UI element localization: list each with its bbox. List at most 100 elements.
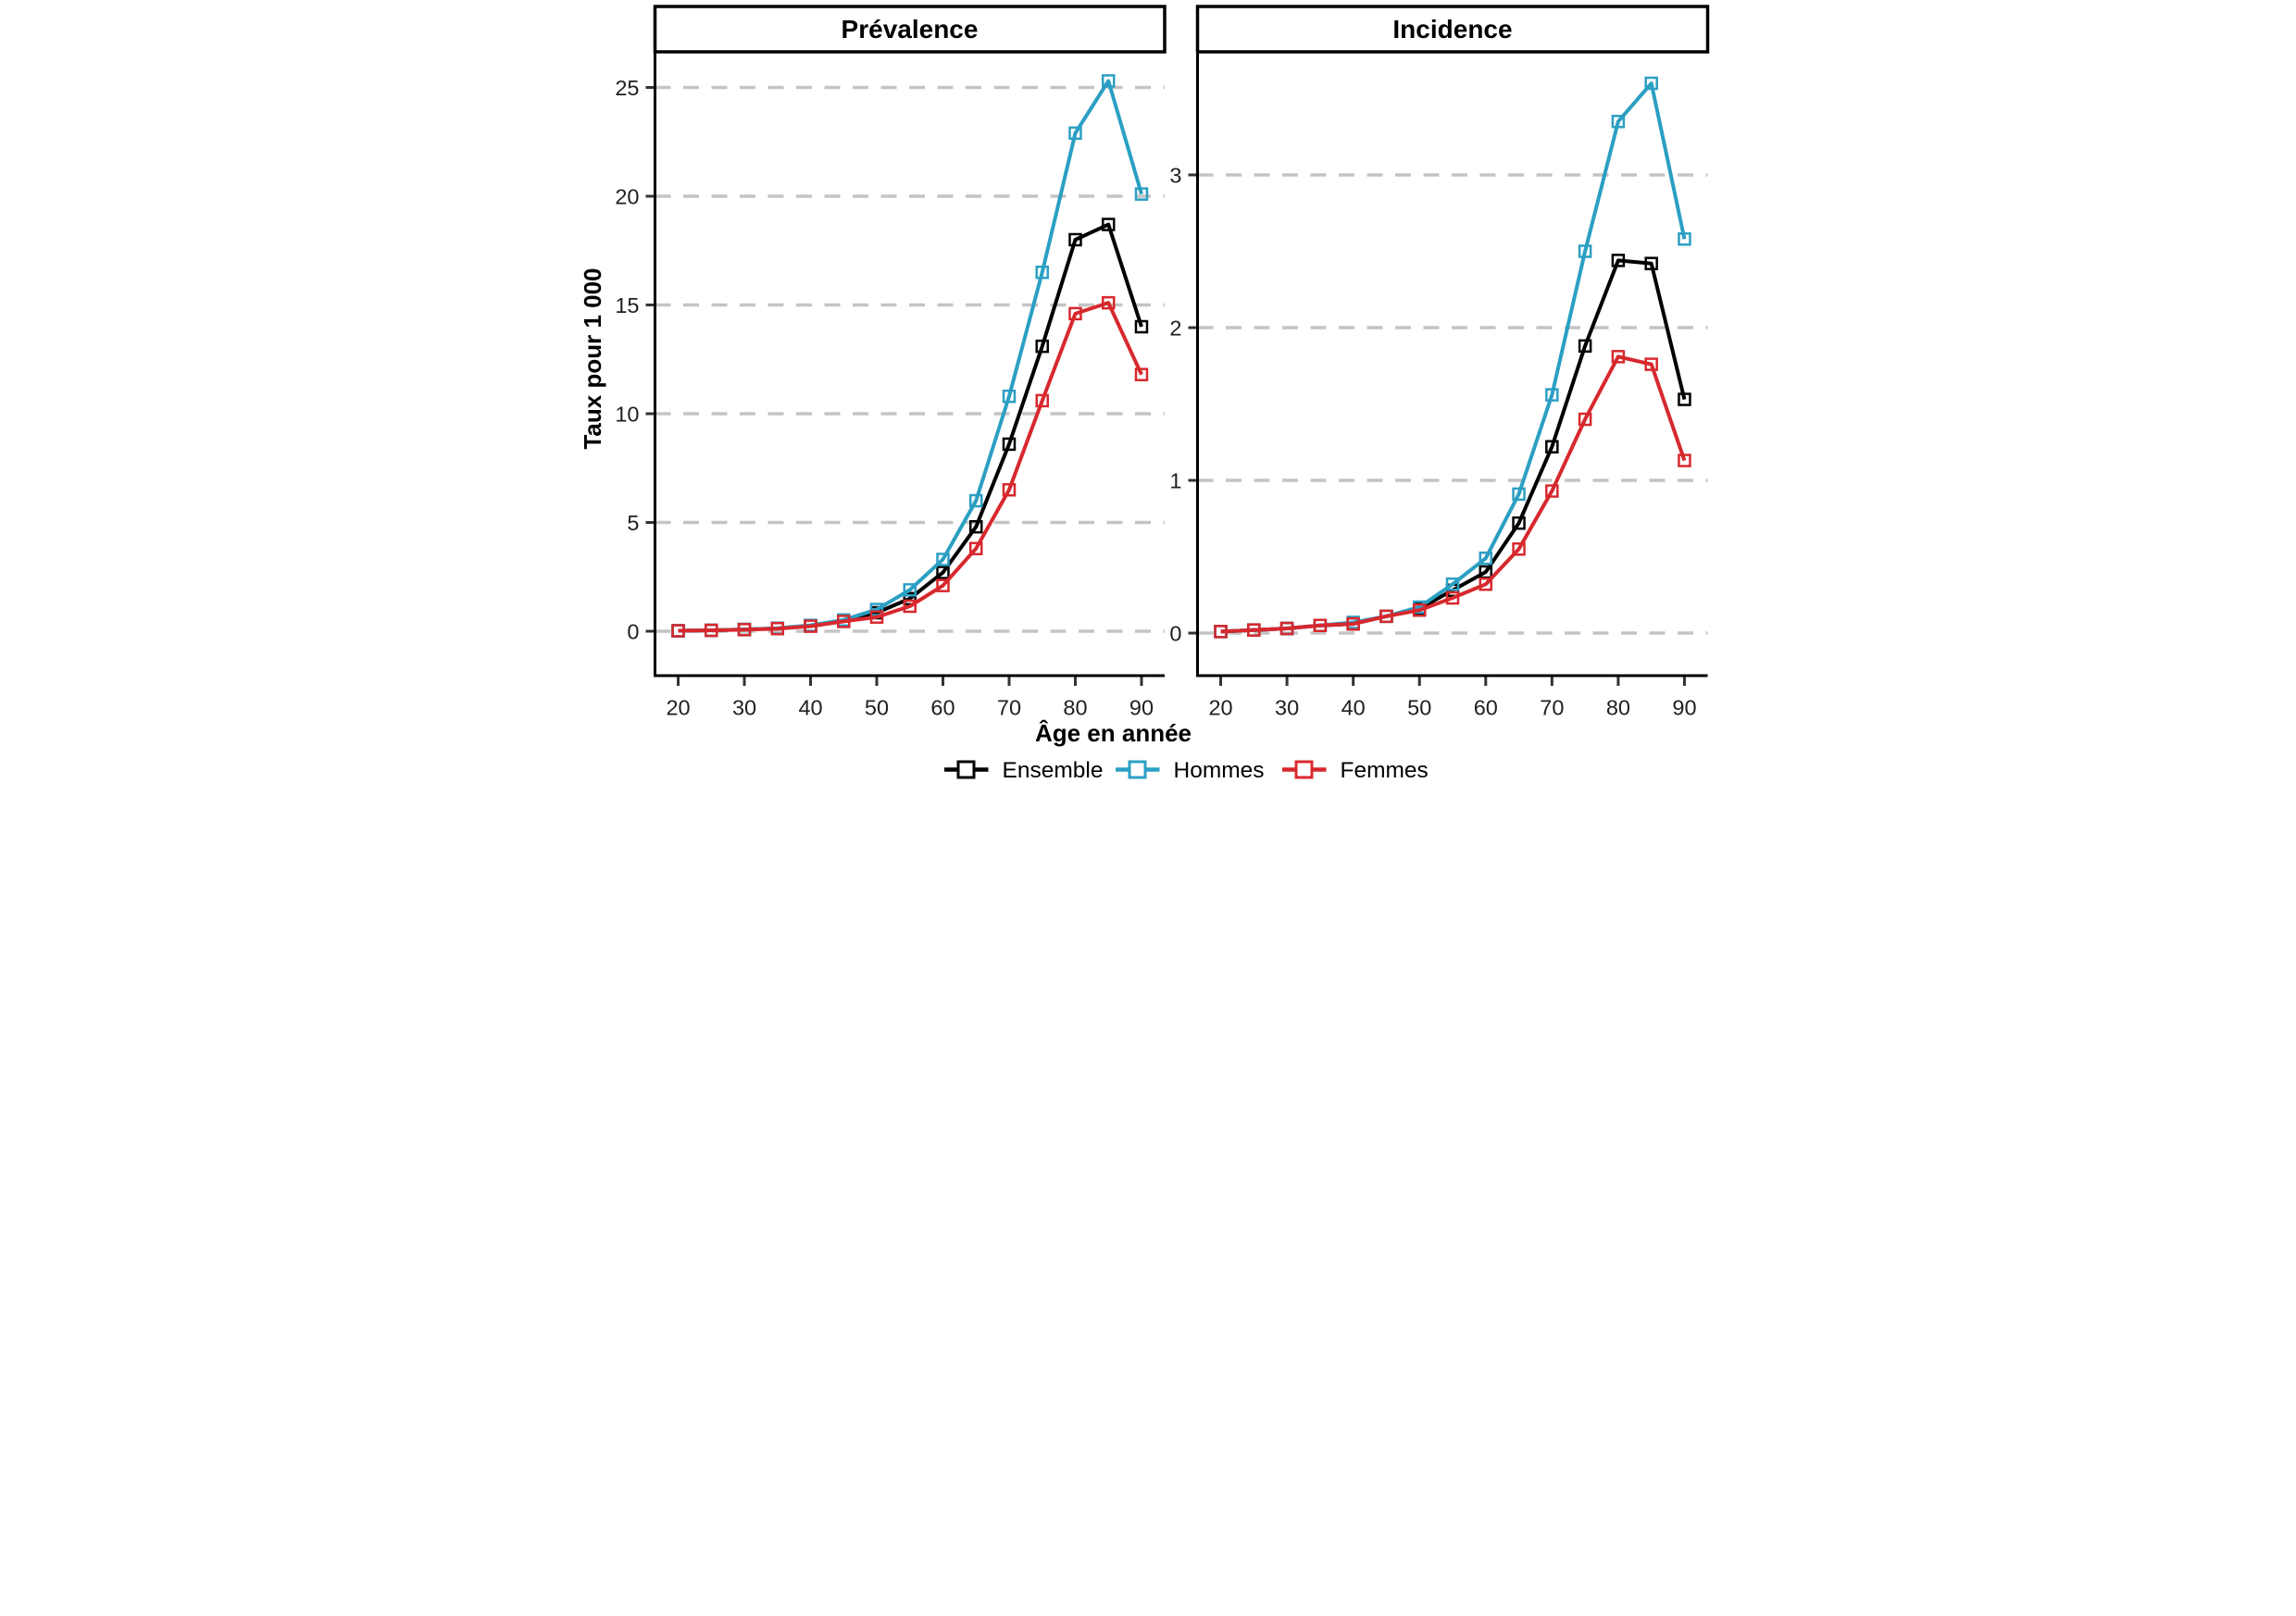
series-femmes-marker: [936, 578, 950, 592]
x-tick-label: 50: [1407, 696, 1431, 720]
series-ensemble-marker: [1644, 256, 1658, 270]
legend-label-hommes: Hommes: [1174, 758, 1265, 783]
y-tick-label: 15: [615, 293, 639, 317]
y-axis-title: Taux pour 1 000: [579, 267, 606, 449]
series-femmes-marker: [1445, 590, 1460, 605]
legend-item-hommes: Hommes: [1116, 758, 1265, 783]
x-tick-label: 80: [1606, 696, 1630, 720]
legend-label-ensemble: Ensemble: [1003, 758, 1104, 783]
series-femmes-marker: [1578, 412, 1592, 427]
legend-marker-femmes: [1294, 760, 1314, 779]
series-femmes-marker: [1644, 357, 1658, 371]
series-femmes-marker: [837, 615, 851, 628]
series-ensemble-marker: [1545, 440, 1559, 454]
series-femmes-marker: [1002, 483, 1017, 497]
legend-item-ensemble: Ensemble: [944, 758, 1103, 783]
series-hommes: [671, 74, 1149, 638]
series-hommes-marker: [1101, 74, 1116, 88]
y-tick-label: 0: [1169, 622, 1181, 646]
series-femmes-marker: [1068, 306, 1082, 321]
legend: Ensemble Hommes Femmes: [944, 758, 1429, 783]
series-femmes: [1214, 350, 1691, 639]
series-femmes-marker: [869, 610, 884, 624]
legend-label-femmes: Femmes: [1341, 758, 1429, 783]
series-hommes-marker: [1479, 551, 1493, 566]
y-tick-label: 25: [615, 76, 639, 100]
strip-box-incidence: [1195, 5, 1710, 54]
y-tick-label: 10: [615, 403, 639, 427]
panels: 0 5 10 15 20 25 20 30 40 50 60 70 80 90 0 1 2 3 20 30 40 50 60…: [615, 52, 1708, 720]
x-axis-incidence: 20 30 40 50 60 70 80 90: [1208, 676, 1697, 720]
y-tick-label: 2: [1169, 317, 1181, 341]
series-ensemble-line: [1220, 258, 1687, 634]
series-hommes-marker: [1678, 232, 1691, 246]
y-tick-label: 0: [627, 620, 639, 644]
series-hommes-marker: [1002, 389, 1017, 404]
y-axis-incidence: 0 1 2 3: [1169, 164, 1198, 646]
gridlines-incidence: [1197, 173, 1708, 635]
series-ensemble-marker: [1678, 392, 1691, 406]
x-tick-label: 70: [1540, 696, 1564, 720]
series-hommes-marker: [1644, 76, 1658, 91]
x-tick-label: 20: [1208, 696, 1232, 720]
series-hommes-marker: [936, 553, 950, 566]
y-tick-label: 1: [1169, 469, 1181, 493]
series-femmes-marker: [1512, 542, 1526, 556]
legend-marker-hommes: [1128, 760, 1147, 779]
series-ensemble-marker: [1101, 218, 1116, 231]
strip-title-incidence: Incidence: [1392, 15, 1512, 44]
series-femmes-marker: [1279, 621, 1294, 636]
x-axis-title: Âge en année: [1035, 719, 1192, 747]
figure-wrapper: 0 5 10 15 20 25 20 30 40 50 60 70 80 90 0 1 2 3 20 30 40 50 60…: [574, 0, 1722, 808]
series-femmes-marker: [705, 623, 718, 638]
x-tick-label: 90: [1129, 696, 1154, 720]
series-ensemble-marker: [1134, 319, 1149, 334]
x-tick-label: 20: [666, 696, 690, 720]
series-femmes-marker: [1313, 618, 1328, 632]
series-femmes-marker: [1214, 625, 1228, 639]
y-tick-label: 20: [615, 185, 639, 209]
x-tick-label: 70: [997, 696, 1021, 720]
y-axis-prevalence: 0 5 10 15 20 25: [615, 76, 655, 644]
series-ensemble-marker: [1578, 339, 1592, 354]
series-femmes: [671, 295, 1149, 638]
legend-item-femmes: Femmes: [1282, 758, 1429, 783]
x-tick-label: 40: [1341, 696, 1366, 720]
x-tick-label: 40: [798, 696, 822, 720]
series-ensemble: [671, 218, 1149, 638]
series-hommes-marker: [1068, 126, 1082, 141]
strip-title-prevalence: Prévalence: [842, 15, 979, 44]
series-femmes-marker: [903, 599, 917, 614]
x-tick-label: 30: [1275, 696, 1299, 720]
series-ensemble-marker: [1002, 437, 1017, 452]
series-ensemble-marker: [1611, 254, 1626, 267]
series-femmes-marker: [1346, 616, 1360, 631]
y-tick-label: 3: [1169, 164, 1181, 188]
x-tick-label: 60: [930, 696, 955, 720]
series-femmes-marker: [1412, 603, 1427, 617]
series-femmes-marker: [804, 619, 817, 633]
series-femmes-marker: [1035, 393, 1049, 408]
series-hommes-marker: [1134, 187, 1149, 201]
series-ensemble-marker: [968, 519, 983, 534]
series-femmes-marker: [770, 621, 785, 636]
series-femmes-marker: [1101, 295, 1116, 310]
series-ensemble-marker: [1068, 232, 1082, 247]
series-hommes-marker: [1512, 487, 1526, 502]
series-femmes-marker: [1379, 609, 1393, 624]
series-femmes-marker: [737, 623, 752, 637]
x-tick-label: 80: [1063, 696, 1087, 720]
panel-incidence: 0 1 2 3 20 30 40 50 60 70 80 90: [1169, 52, 1708, 720]
series-hommes-marker: [1445, 577, 1460, 591]
series-femmes-marker: [1247, 623, 1261, 637]
series-femmes-marker: [1134, 367, 1149, 381]
series-femmes-marker: [1678, 454, 1691, 467]
series-hommes-line: [1220, 81, 1687, 634]
x-tick-label: 30: [732, 696, 756, 720]
series-femmes-marker: [1611, 350, 1626, 364]
x-axis-prevalence: 20 30 40 50 60 70 80 90: [666, 676, 1154, 720]
series-hommes-marker: [869, 603, 884, 616]
series-ensemble-line: [678, 222, 1143, 633]
series-hommes-marker: [1578, 244, 1592, 258]
series-femmes-line: [1220, 354, 1687, 634]
